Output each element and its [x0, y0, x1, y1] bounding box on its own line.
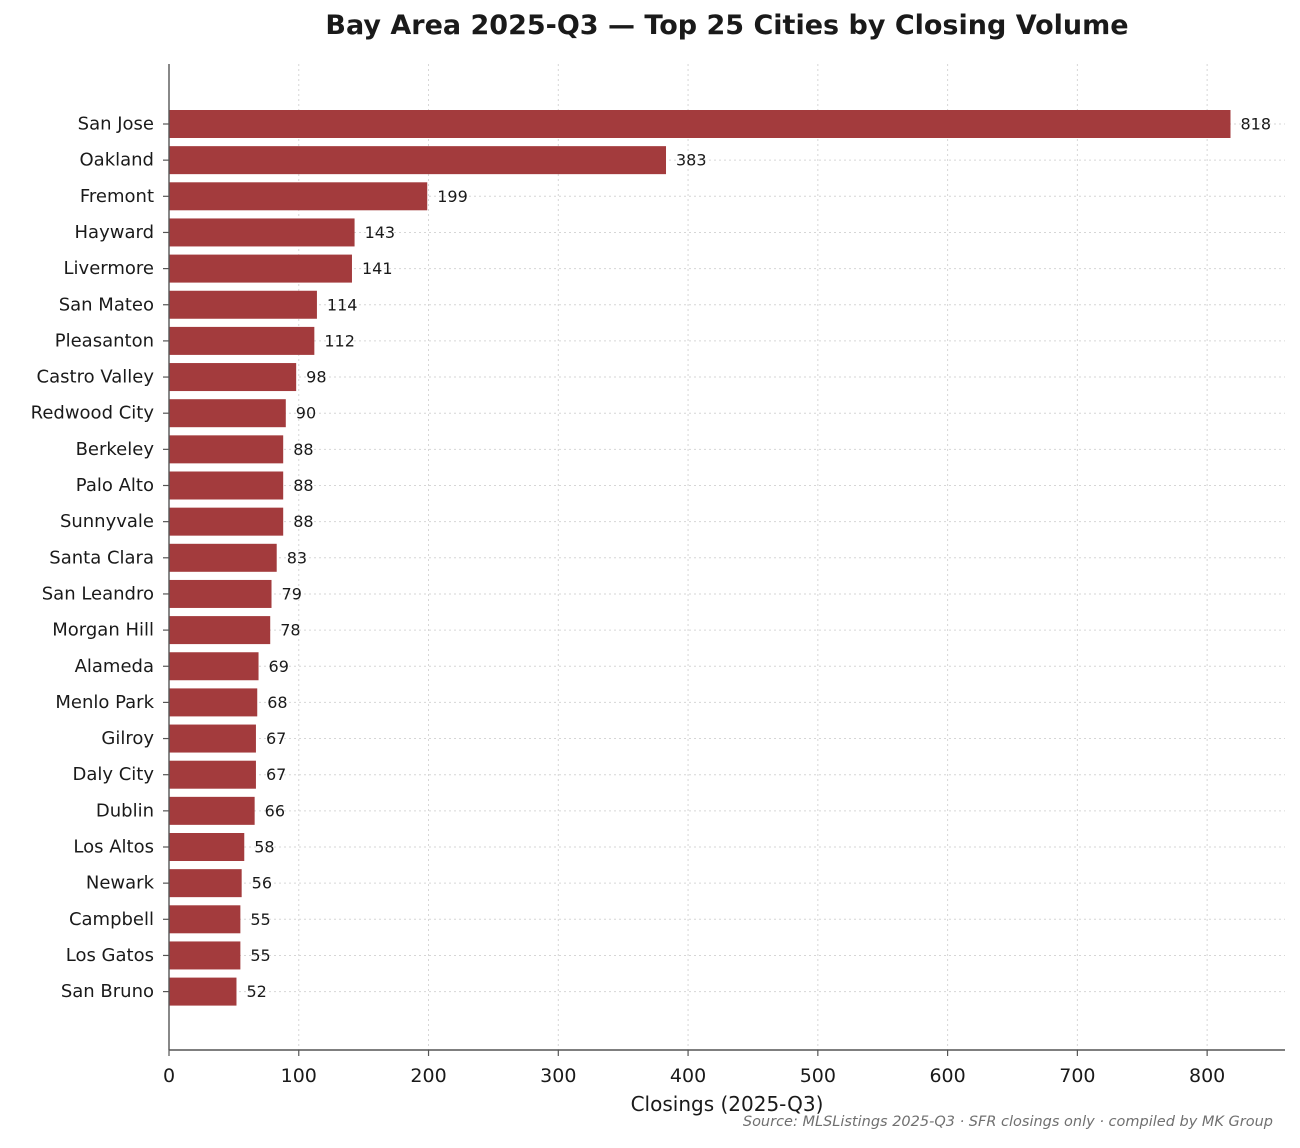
bar-value-label: 67: [266, 729, 286, 748]
bar: [169, 290, 317, 319]
x-tick-label: 200: [410, 1065, 446, 1087]
category-label: San Mateo: [59, 294, 154, 315]
bar: [169, 471, 284, 500]
category-label: Sunnyvale: [60, 511, 154, 532]
bar: [169, 977, 237, 1006]
bar-value-label: 141: [362, 259, 393, 278]
bar-value-label: 52: [246, 982, 266, 1001]
category-label: Los Gatos: [66, 945, 154, 966]
bar-value-label: 112: [324, 331, 355, 350]
bar-value-label: 83: [287, 548, 307, 567]
bar-value-label: 58: [254, 838, 274, 857]
bar-value-label: 383: [676, 151, 707, 170]
bar: [169, 579, 272, 608]
bar-value-label: 56: [252, 874, 272, 893]
category-label: San Bruno: [61, 981, 154, 1002]
bar: [169, 760, 256, 789]
bar: [169, 218, 355, 247]
category-label: Palo Alto: [76, 475, 154, 496]
category-label: Santa Clara: [49, 547, 154, 568]
bar: [169, 326, 315, 355]
category-label: Oakland: [80, 150, 155, 171]
category-label: Campbell: [69, 909, 154, 930]
bar-value-label: 88: [293, 512, 313, 531]
category-label: Gilroy: [101, 728, 154, 749]
bar-value-label: 66: [265, 801, 285, 820]
category-label: San Leandro: [42, 583, 154, 604]
bar: [169, 833, 245, 861]
bar-value-label: 88: [293, 440, 313, 459]
gridlines: [169, 64, 1285, 1050]
bar-value-label: 90: [296, 404, 316, 423]
bar-value-label: 67: [266, 765, 286, 784]
bar-value-label: 199: [437, 187, 468, 206]
x-tick-label: 300: [540, 1065, 576, 1087]
x-tick-label: 100: [281, 1065, 317, 1087]
bar: [169, 363, 297, 392]
bar-value-label: 88: [293, 476, 313, 495]
bar: [169, 182, 428, 211]
axes: [163, 64, 1285, 1056]
category-label: Daly City: [72, 764, 154, 785]
bar: [169, 688, 258, 717]
x-tick-label: 700: [1059, 1065, 1095, 1087]
bar: [169, 941, 241, 970]
bar-value-label: 98: [306, 368, 326, 387]
bar: [169, 110, 1231, 138]
category-label: Livermore: [64, 258, 154, 279]
x-tick-label: 500: [800, 1065, 836, 1087]
category-label: Newark: [86, 873, 155, 894]
x-tick-labels: 0 100 200 300 400 500 600 700 800: [163, 1065, 1225, 1087]
category-label: Redwood City: [31, 403, 155, 424]
category-label: Castro Valley: [37, 367, 155, 388]
category-label: Menlo Park: [55, 692, 154, 713]
bar-value-label: 818: [1240, 115, 1271, 134]
bar: [169, 616, 271, 645]
bar: [169, 254, 352, 283]
x-tick-label: 800: [1189, 1065, 1225, 1087]
x-tick-label: 0: [163, 1065, 175, 1087]
bar-value-label: 114: [327, 295, 358, 314]
bar: [169, 146, 667, 175]
category-label: Fremont: [80, 186, 154, 207]
category-label: San Jose: [78, 114, 154, 135]
bar: [169, 652, 259, 681]
bars: [169, 110, 1231, 1006]
bar: [169, 796, 255, 825]
category-label: Hayward: [75, 222, 154, 243]
bar-value-label: 55: [250, 946, 270, 965]
bar-value-label: 69: [269, 657, 289, 676]
bar: [169, 543, 277, 572]
source-note: Source: MLSListings 2025-Q3 · SFR closin…: [742, 1114, 1273, 1130]
x-tick-label: 400: [670, 1065, 706, 1087]
bar: [169, 905, 241, 934]
bar-value-label: 68: [267, 693, 287, 712]
category-label: Pleasanton: [55, 330, 154, 351]
category-label: Morgan Hill: [52, 620, 154, 641]
category-labels: San Jose Oakland Fremont Hayward Livermore Sa…: [31, 114, 155, 1003]
bar-value-label: 78: [280, 621, 300, 640]
bar: [169, 507, 284, 536]
bar-value-label: 79: [282, 584, 302, 603]
category-label: Berkeley: [76, 439, 155, 460]
bar: [169, 399, 286, 428]
bar: [169, 869, 242, 898]
bar: [169, 724, 256, 753]
chart-title: Bay Area 2025-Q3 — Top 25 Cities by Clos…: [325, 10, 1129, 41]
bar-value-label: 55: [250, 910, 270, 929]
x-tick-label: 600: [929, 1065, 965, 1087]
category-label: Los Altos: [73, 837, 154, 858]
category-label: Dublin: [96, 800, 154, 821]
bar: [169, 435, 284, 464]
bar-value-label: 143: [365, 223, 396, 242]
x-axis-title: Closings (2025-Q3): [631, 1092, 824, 1116]
category-label: Alameda: [75, 656, 154, 677]
